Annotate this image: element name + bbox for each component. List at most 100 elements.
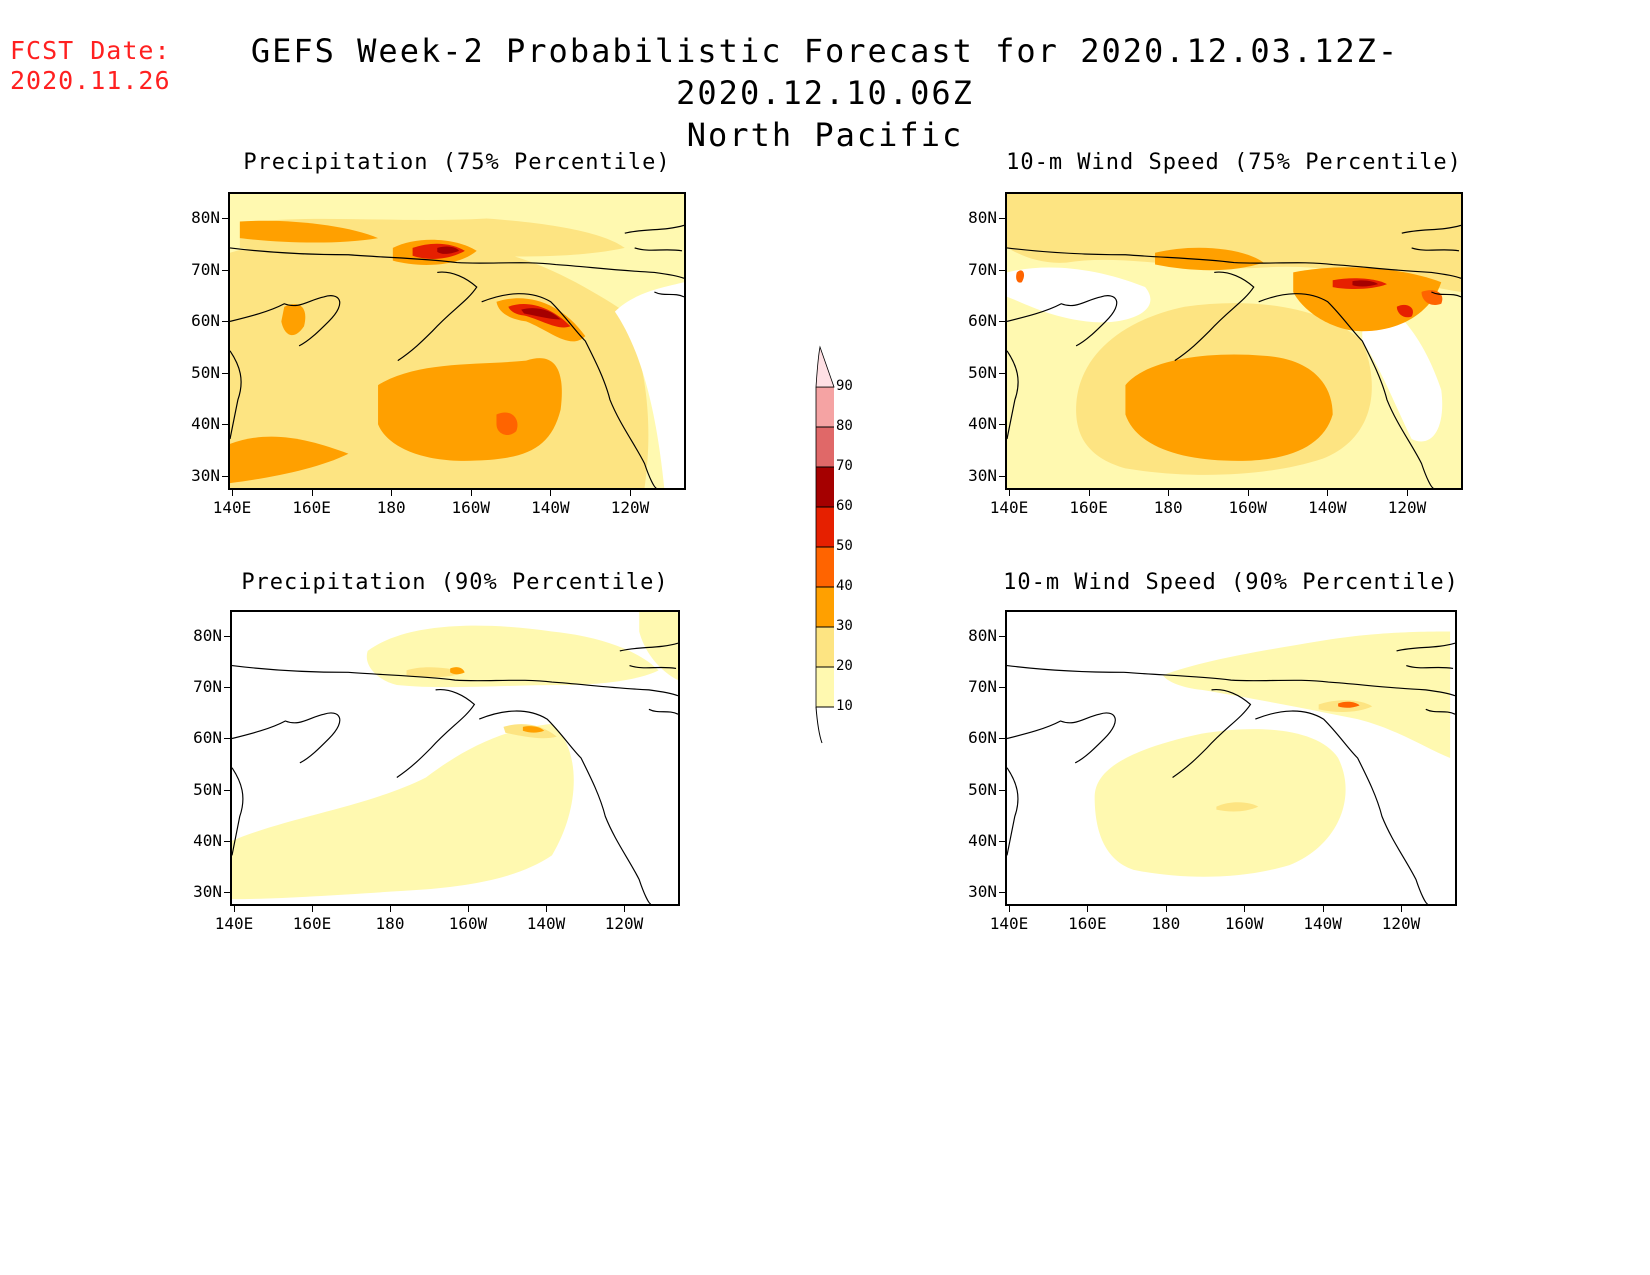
colorbar-label: 10 (836, 698, 853, 714)
coastline (1007, 642, 1455, 904)
lat-tick-mark (999, 687, 1005, 689)
lon-tick-label: 140E (989, 498, 1029, 517)
lon-tick-label: 140E (212, 498, 252, 517)
lat-tick-mark (999, 636, 1005, 637)
lon-tick-mark (1401, 906, 1402, 912)
colorbar-graphic (815, 345, 835, 744)
lon-tick-label: 160W (448, 914, 488, 933)
lon-tick-mark (1168, 490, 1170, 496)
panel-title: Precipitation (75% Percentile) (243, 150, 671, 175)
colorbar-bottom-cap (815, 706, 823, 744)
lat-tick-mark (999, 424, 1005, 426)
lat-tick-mark (224, 892, 230, 893)
colorbar: 10 20 30 40 50 60 70 80 90 (810, 335, 900, 745)
coastline (230, 224, 684, 488)
lon-tick-mark (546, 906, 547, 912)
lon-tick-label: 180 (376, 498, 406, 517)
lat-tick-mark (222, 321, 228, 323)
colorbar-segment (816, 507, 834, 547)
lon-tick-label: 140W (1308, 498, 1347, 517)
map-fields (1007, 194, 1461, 488)
lat-tick-label: 50N (193, 779, 222, 799)
lat-tick-label: 70N (968, 259, 997, 279)
lat-tick-label: 30N (193, 882, 222, 901)
colorbar-segment (816, 587, 834, 627)
lat-tick-mark (999, 218, 1005, 219)
lat-tick-mark (999, 372, 1005, 374)
lat-tick-mark (224, 789, 230, 791)
lon-tick-mark (1322, 906, 1324, 912)
lat-tick-mark (222, 424, 228, 426)
lat-tick-label: 30N (968, 466, 997, 485)
lon-tick-mark (1327, 490, 1329, 496)
fcst-date-value: 2020.11.26 (10, 66, 171, 95)
lat-tick-mark (224, 636, 230, 637)
lat-tick-mark (999, 892, 1005, 893)
colorbar-label: 20 (836, 658, 853, 674)
colorbar-label: 60 (836, 498, 853, 514)
lon-tick-mark (470, 490, 472, 496)
lon-tick-mark (550, 490, 552, 496)
lon-tick-label: 160W (451, 498, 491, 517)
lon-tick-label: 160W (1228, 498, 1268, 517)
colorbar-label: 80 (836, 418, 853, 434)
lat-tick-label: 40N (968, 830, 997, 850)
lat-tick-mark (224, 738, 230, 740)
lat-tick-label: 60N (191, 311, 220, 331)
map-fields (230, 194, 684, 488)
panel-title: Precipitation (90% Percentile) (241, 570, 669, 595)
lon-tick-mark (311, 490, 313, 496)
colorbar-segment (816, 667, 834, 707)
lat-tick-label: 70N (193, 677, 222, 697)
coastline (232, 642, 678, 904)
lat-tick-mark (222, 476, 228, 477)
panel-title: 10-m Wind Speed (75% Percentile) (1006, 150, 1462, 175)
lon-tick-label: 180 (1151, 914, 1181, 933)
lon-tick-label: 160W (1224, 914, 1264, 933)
lat-tick-label: 40N (968, 414, 997, 434)
lon-tick-label: 120W (1387, 498, 1427, 517)
map-precip90 (230, 610, 680, 906)
lon-tick-mark (312, 906, 313, 912)
lon-tick-mark (1165, 906, 1167, 912)
lat-tick-label: 60N (968, 311, 997, 331)
lon-tick-label: 140W (1303, 914, 1342, 933)
lon-tick-label: 140W (531, 498, 570, 517)
lon-tick-label: 120W (604, 914, 644, 933)
lat-tick-mark (224, 687, 230, 689)
lat-tick-label: 30N (191, 466, 220, 485)
lat-tick-label: 30N (968, 882, 997, 901)
lon-tick-mark (1247, 490, 1249, 496)
colorbar-label: 30 (836, 618, 853, 634)
lat-tick-label: 50N (191, 362, 220, 382)
lat-tick-mark (999, 738, 1005, 740)
colorbar-segment (816, 467, 834, 507)
lon-tick-label: 160E (292, 498, 331, 517)
lat-tick-label: 50N (968, 779, 997, 799)
colorbar-top-cap (815, 345, 835, 388)
lon-tick-mark (1244, 906, 1246, 912)
title-line-2: North Pacific (686, 116, 964, 154)
colorbar-segment (816, 547, 834, 587)
lat-tick-label: 50N (968, 362, 997, 382)
map-wind90 (1005, 610, 1457, 906)
colorbar-label: 70 (836, 458, 853, 474)
colorbar-segment (816, 627, 834, 667)
lon-tick-mark (390, 906, 391, 912)
panel-title: 10-m Wind Speed (90% Percentile) (1003, 570, 1459, 595)
title-line-1: GEFS Week-2 Probabilistic Forecast for 2… (250, 32, 1400, 112)
figure-title: GEFS Week-2 Probabilistic Forecast for 2… (200, 30, 1450, 156)
colorbar-segment (816, 387, 834, 427)
lat-tick-mark (999, 321, 1005, 323)
lon-tick-mark (624, 906, 625, 912)
lon-tick-mark (1407, 490, 1408, 496)
lon-tick-mark (234, 906, 235, 912)
lon-tick-label: 160E (1069, 498, 1108, 517)
lon-tick-label: 140E (214, 914, 254, 933)
fcst-date: FCST Date: 2020.11.26 (10, 36, 171, 96)
lon-tick-label: 180 (1153, 498, 1183, 517)
lat-tick-label: 60N (968, 728, 997, 748)
colorbar-label: 40 (836, 578, 853, 594)
lon-tick-label: 180 (375, 914, 405, 933)
lon-tick-mark (232, 490, 233, 496)
